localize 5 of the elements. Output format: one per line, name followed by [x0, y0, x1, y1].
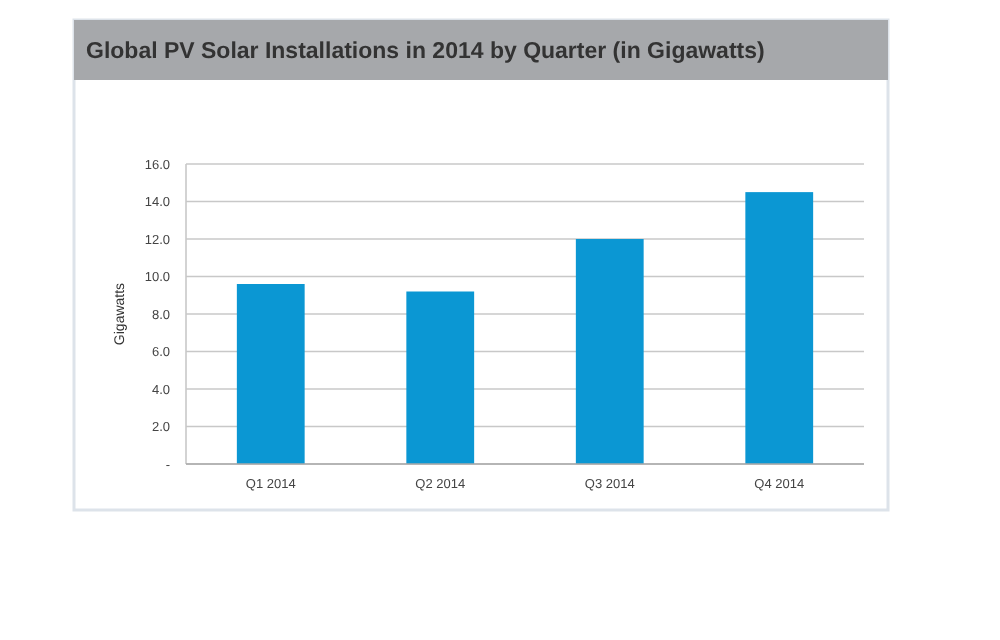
- bar: [745, 192, 814, 464]
- chart-title: Global PV Solar Installations in 2014 by Quarter (in Gigawatts): [86, 40, 766, 64]
- bar: [236, 284, 305, 464]
- bar: [406, 291, 475, 464]
- bar: [575, 239, 644, 464]
